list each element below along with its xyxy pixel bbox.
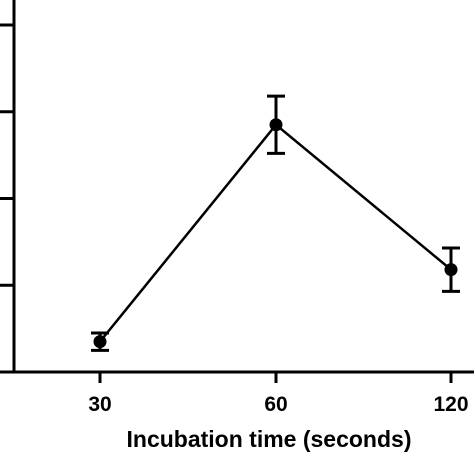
x-tick-label: 30: [88, 393, 111, 416]
x-axis-label: Incubation time (seconds): [127, 426, 412, 452]
data-point: [269, 118, 283, 132]
x-tick-label: 60: [264, 393, 287, 416]
data-point: [93, 335, 107, 349]
x-tick-label: 120: [433, 393, 468, 416]
data-point: [444, 263, 458, 277]
axes: [0, 0, 474, 383]
x-tick-labels: 30 60 120: [88, 393, 468, 416]
series-group: [91, 94, 460, 352]
